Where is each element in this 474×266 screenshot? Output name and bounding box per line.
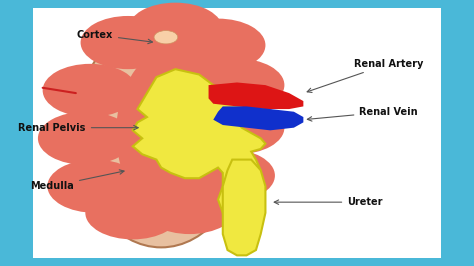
Text: Renal Vein: Renal Vein: [307, 107, 418, 121]
Ellipse shape: [171, 19, 265, 72]
Polygon shape: [213, 106, 303, 130]
Text: Cortex: Cortex: [77, 30, 153, 44]
Ellipse shape: [43, 64, 137, 117]
FancyBboxPatch shape: [33, 8, 441, 258]
Polygon shape: [223, 160, 265, 255]
Ellipse shape: [116, 44, 244, 222]
Ellipse shape: [85, 186, 180, 239]
Ellipse shape: [190, 101, 284, 154]
Ellipse shape: [190, 59, 284, 112]
Ellipse shape: [81, 16, 175, 69]
Text: Ureter: Ureter: [274, 197, 383, 207]
Ellipse shape: [154, 31, 178, 44]
Ellipse shape: [38, 112, 133, 165]
Ellipse shape: [142, 181, 237, 234]
Text: Renal Pelvis: Renal Pelvis: [18, 123, 138, 133]
Polygon shape: [209, 82, 303, 109]
Ellipse shape: [76, 19, 246, 247]
Text: Renal Artery: Renal Artery: [307, 59, 423, 93]
Text: Medulla: Medulla: [30, 170, 124, 191]
Ellipse shape: [47, 160, 142, 213]
Ellipse shape: [180, 149, 275, 202]
Polygon shape: [133, 69, 265, 218]
Ellipse shape: [128, 3, 223, 56]
